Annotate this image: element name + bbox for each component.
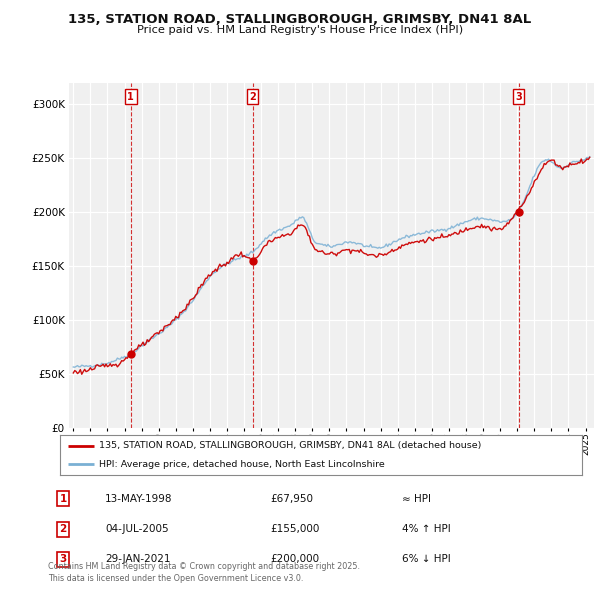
Text: £155,000: £155,000 bbox=[270, 525, 319, 534]
Text: £200,000: £200,000 bbox=[270, 555, 319, 564]
Text: 1: 1 bbox=[59, 494, 67, 503]
Text: 4% ↑ HPI: 4% ↑ HPI bbox=[402, 525, 451, 534]
Text: 13-MAY-1998: 13-MAY-1998 bbox=[105, 494, 173, 503]
Text: 04-JUL-2005: 04-JUL-2005 bbox=[105, 525, 169, 534]
Text: 1: 1 bbox=[127, 91, 134, 101]
Text: 135, STATION ROAD, STALLINGBOROUGH, GRIMSBY, DN41 8AL (detached house): 135, STATION ROAD, STALLINGBOROUGH, GRIM… bbox=[99, 441, 482, 450]
Text: £67,950: £67,950 bbox=[270, 494, 313, 503]
Text: 3: 3 bbox=[59, 555, 67, 564]
Text: Price paid vs. HM Land Registry's House Price Index (HPI): Price paid vs. HM Land Registry's House … bbox=[137, 25, 463, 35]
Text: 2: 2 bbox=[249, 91, 256, 101]
Text: 2: 2 bbox=[59, 525, 67, 534]
Text: ≈ HPI: ≈ HPI bbox=[402, 494, 431, 503]
Text: HPI: Average price, detached house, North East Lincolnshire: HPI: Average price, detached house, Nort… bbox=[99, 460, 385, 468]
Text: 6% ↓ HPI: 6% ↓ HPI bbox=[402, 555, 451, 564]
Text: 135, STATION ROAD, STALLINGBOROUGH, GRIMSBY, DN41 8AL: 135, STATION ROAD, STALLINGBOROUGH, GRIM… bbox=[68, 13, 532, 26]
Text: Contains HM Land Registry data © Crown copyright and database right 2025.
This d: Contains HM Land Registry data © Crown c… bbox=[48, 562, 360, 583]
Text: 3: 3 bbox=[515, 91, 522, 101]
Text: 29-JAN-2021: 29-JAN-2021 bbox=[105, 555, 170, 564]
